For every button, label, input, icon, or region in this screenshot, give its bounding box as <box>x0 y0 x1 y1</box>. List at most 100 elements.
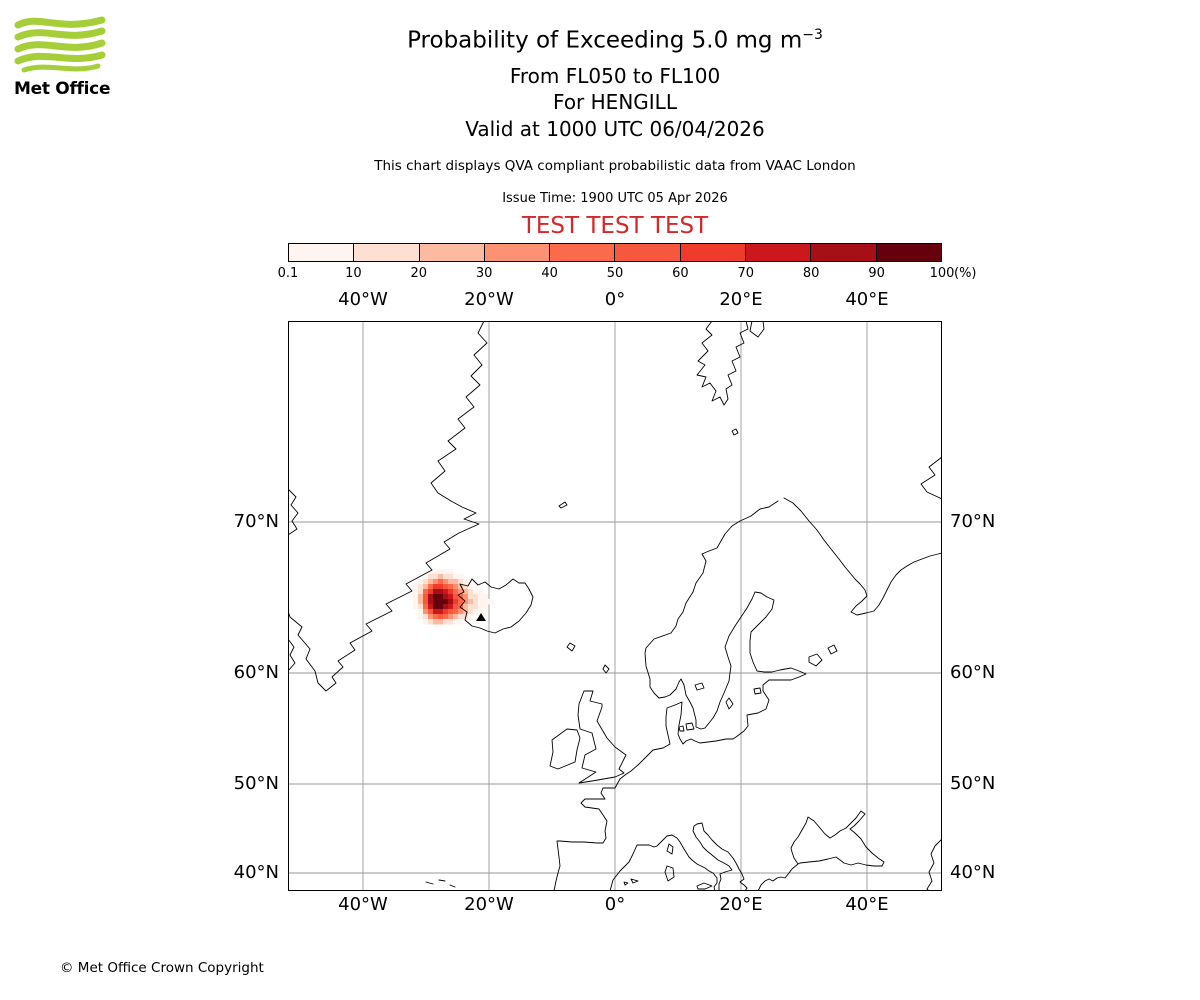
plume-cell <box>448 594 454 600</box>
plume-cell <box>448 599 454 605</box>
subtitle-valid-time: Valid at 1000 UTC 06/04/2026 <box>465 117 765 141</box>
plume-cell <box>433 574 439 580</box>
plume-cell <box>468 589 474 595</box>
plume-cell <box>453 579 459 585</box>
plume-cell <box>443 574 449 580</box>
coast-sicily <box>696 882 713 890</box>
plume-cell <box>458 599 464 605</box>
plume-cell <box>453 574 459 580</box>
plume-cell <box>438 594 444 600</box>
test-banner: TEST TEST TEST <box>521 213 709 239</box>
plume-cell <box>448 604 454 610</box>
coast-azores <box>425 879 456 888</box>
plume-cell <box>453 619 459 625</box>
plume-cell <box>433 609 439 615</box>
colorbar-segment <box>419 244 485 261</box>
plume-cell <box>448 574 454 580</box>
colorbar-segment <box>680 244 747 261</box>
y-axis-label-left: 50°N <box>233 773 279 794</box>
plume-cell <box>413 594 419 600</box>
coast-faroe <box>566 642 576 652</box>
logo-wordmark: Met Office <box>14 79 111 99</box>
ash-plume <box>413 569 494 625</box>
plume-cell <box>433 599 439 605</box>
coast-iceland <box>457 578 534 634</box>
plume-cell <box>458 609 464 615</box>
plume-cell <box>478 604 484 610</box>
plume-cell <box>428 614 434 620</box>
plume-cell <box>463 594 469 600</box>
plume-cell <box>488 599 494 605</box>
colorbar-unit-label: (%) <box>954 266 977 281</box>
map-canvas <box>288 321 942 891</box>
volcano-marker <box>476 613 486 621</box>
plume-cell <box>468 599 474 605</box>
title-exponent: −3 <box>802 27 823 43</box>
plume-cell <box>448 609 454 615</box>
plume-cell <box>433 589 439 595</box>
colorbar-tick-label: 40 <box>541 266 558 281</box>
copyright-text: © Met Office Crown Copyright <box>60 960 264 976</box>
coast-adriatic <box>692 822 748 891</box>
plume-cell <box>433 594 439 600</box>
coast-estonian-islands <box>753 687 762 695</box>
map-border <box>288 321 942 891</box>
colorbar-tick-label: 30 <box>475 266 493 281</box>
colorbar-legend: 0.1 10 20 30 40 50 60 70 80 90 100 (%) <box>278 243 988 282</box>
title-text: Probability of Exceeding 5.0 mg m <box>407 27 803 54</box>
plume-cell <box>413 589 419 595</box>
plume-cell <box>418 604 424 610</box>
plume-cell <box>443 569 449 575</box>
coast-mediterranean-west <box>609 834 718 891</box>
coast-europe-main <box>553 500 807 891</box>
plume-cell <box>443 579 449 585</box>
x-axis-label-top: 40°E <box>845 289 889 310</box>
plume-cell <box>468 609 474 615</box>
plume-cell <box>413 584 419 590</box>
plume-cell <box>448 589 454 595</box>
colorbar-tick-label: 60 <box>672 266 689 281</box>
plume-cell <box>428 574 434 580</box>
plume-cell <box>478 599 484 605</box>
coast-caspian <box>926 838 942 891</box>
coast-greenland-west <box>288 638 296 672</box>
colorbar-segment <box>354 244 420 261</box>
plume-cell <box>428 609 434 615</box>
coast-fyn <box>678 725 685 732</box>
colorbar-segment <box>746 244 812 261</box>
plume-cell <box>458 574 464 580</box>
plume-cell <box>428 569 434 575</box>
colorbar-segment <box>876 244 941 261</box>
plume-cell <box>423 599 429 605</box>
plume-cell <box>463 604 469 610</box>
plume-cell <box>423 614 429 620</box>
plume-cell <box>423 579 429 585</box>
plume-cell <box>448 614 454 620</box>
coast-black-sea <box>757 810 885 891</box>
x-axis-label-top: 20°E <box>719 289 763 310</box>
logo-wave <box>14 39 106 53</box>
plume-cell <box>453 584 459 590</box>
colorbar-segment <box>289 244 355 261</box>
plume-cell <box>483 594 489 600</box>
plume-cell <box>423 589 429 595</box>
coast-svalbard <box>696 321 749 406</box>
plume-cell <box>418 594 424 600</box>
plume-cell <box>453 614 459 620</box>
plume-cell <box>478 589 484 595</box>
plume-cell <box>438 579 444 585</box>
qva-compliance-note: This chart displays QVA compliant probab… <box>374 158 856 174</box>
plume-cell <box>448 579 454 585</box>
plume-cell <box>413 604 419 610</box>
plume-cell <box>433 584 439 590</box>
plume-cell <box>428 604 434 610</box>
x-axis-label-bottom: 0° <box>604 894 626 915</box>
coast-svalbard-east <box>749 321 765 338</box>
colorbar-segment <box>615 244 681 261</box>
plume-cell <box>443 614 449 620</box>
map-gridlines <box>288 321 942 891</box>
logo-wave <box>21 63 101 73</box>
x-axis-label-top: 40°W <box>338 289 388 310</box>
issue-time: Issue Time: 1900 UTC 05 Apr 2026 <box>502 191 728 206</box>
